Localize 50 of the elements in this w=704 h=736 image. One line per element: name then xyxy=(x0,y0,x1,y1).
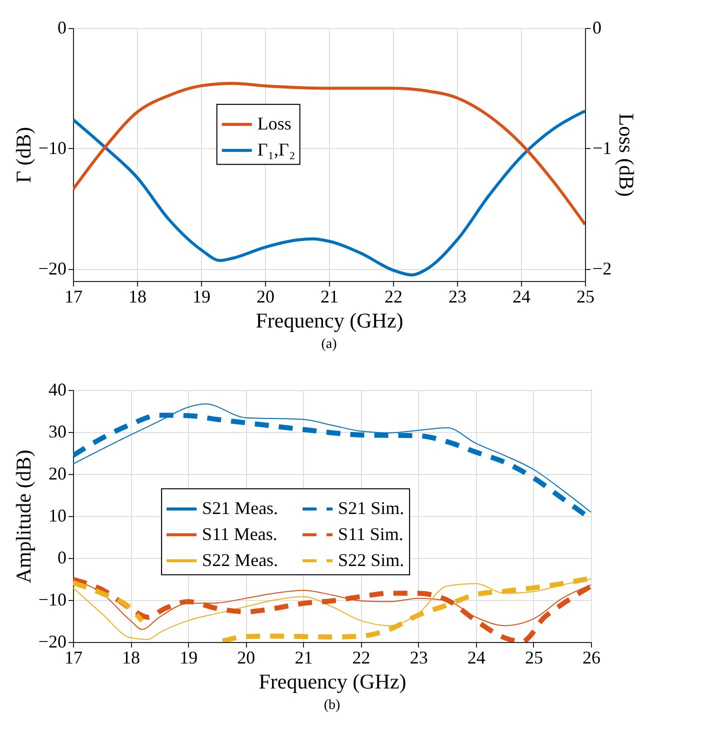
x-tick-label: 25 xyxy=(524,648,543,668)
x-tick-label: 20 xyxy=(256,286,274,306)
text: (a) xyxy=(321,337,338,352)
x-axis-title: Frequency (GHz) xyxy=(258,670,406,694)
line-series xyxy=(73,82,585,226)
x-tick-label: 19 xyxy=(180,648,198,668)
x-tick-label: 18 xyxy=(122,648,140,668)
line-series xyxy=(73,403,591,513)
y2-axis-title: Loss (dB) xyxy=(614,113,639,197)
y-tick-label: −10 xyxy=(38,138,66,158)
y-tick-label: −20 xyxy=(38,632,66,652)
line-series xyxy=(73,110,585,276)
y2-tick-label: −2 xyxy=(592,258,612,278)
y-tick-label: 40 xyxy=(48,380,66,400)
y-axis-title: Amplitude (dB) xyxy=(11,450,36,584)
text: (b) xyxy=(324,698,340,713)
y-tick-label: −20 xyxy=(38,258,66,278)
x-tick-label: 24 xyxy=(512,286,530,306)
legend-label: S21 Meas. xyxy=(202,498,278,518)
x-tick-label: 19 xyxy=(192,286,210,306)
x-tick-label: 17 xyxy=(64,648,82,668)
y2-tick-label: −1 xyxy=(592,138,612,158)
legend-label: S22 Sim. xyxy=(338,550,404,570)
y-tick-label: 30 xyxy=(48,422,66,442)
y-tick-label: 10 xyxy=(48,506,66,526)
legend-label: S11 Meas. xyxy=(202,524,278,544)
y-tick-label: 20 xyxy=(48,464,66,484)
legend-label: Loss xyxy=(257,113,292,134)
legend-label: Γ₁,Γ₂ xyxy=(257,139,296,160)
y-tick-label: 0 xyxy=(58,18,66,38)
x-tick-label: 26 xyxy=(582,648,600,668)
y2-tick-label: 0 xyxy=(592,18,602,38)
y-tick-label: 0 xyxy=(58,548,66,568)
x-axis-title: Frequency (GHz) xyxy=(256,308,404,332)
x-tick-label: 22 xyxy=(384,286,402,306)
x-tick-label: 23 xyxy=(410,648,428,668)
x-tick-label: 21 xyxy=(320,286,338,306)
y-tick-label: −10 xyxy=(38,590,66,610)
x-tick-label: 22 xyxy=(352,648,370,668)
x-tick-label: 17 xyxy=(64,286,82,306)
x-tick-label: 24 xyxy=(467,648,486,668)
legend-label: S22 Meas. xyxy=(202,550,278,570)
legend-label: S21 Sim. xyxy=(338,498,404,518)
x-tick-label: 25 xyxy=(576,286,594,306)
x-tick-label: 20 xyxy=(237,648,256,668)
x-tick-label: 18 xyxy=(128,286,146,306)
x-tick-label: 21 xyxy=(294,648,313,668)
legend-label: S11 Sim. xyxy=(338,524,404,544)
y-axis-title: Γ (dB) xyxy=(11,127,36,183)
x-tick-label: 23 xyxy=(448,286,466,306)
